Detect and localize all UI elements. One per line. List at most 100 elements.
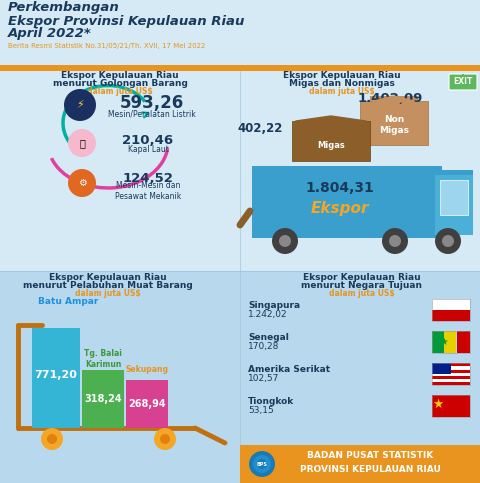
Text: Tiongkok: Tiongkok (248, 398, 294, 407)
Text: April 2022*: April 2022* (8, 28, 92, 41)
Circle shape (441, 235, 453, 247)
Text: menurut Golongan Barang: menurut Golongan Barang (52, 80, 187, 88)
Bar (431, 371, 469, 374)
Bar (0, 445, 480, 483)
Text: Ekspor: Ekspor (310, 200, 369, 215)
Bar (443, 331, 455, 353)
Text: Migas dan Nonmigas: Migas dan Nonmigas (288, 80, 394, 88)
Circle shape (381, 228, 407, 254)
Bar (431, 299, 469, 321)
Bar (431, 363, 469, 374)
Bar (434, 170, 472, 235)
Text: 124,52: 124,52 (122, 172, 173, 185)
Bar (431, 374, 469, 378)
Text: Tg. Balai
Karimun: Tg. Balai Karimun (84, 349, 122, 369)
Bar (0, 65, 480, 71)
Polygon shape (295, 116, 365, 122)
Text: Amerika Serikat: Amerika Serikat (248, 366, 329, 374)
Bar (431, 395, 469, 417)
Bar (369, 96, 417, 101)
Bar (431, 367, 469, 369)
Text: menurut Pelabuhan Muat Barang: menurut Pelabuhan Muat Barang (23, 282, 192, 290)
Text: dalam juta US$: dalam juta US$ (309, 87, 374, 97)
Text: Sekupang: Sekupang (125, 366, 168, 374)
Circle shape (388, 235, 400, 247)
Text: BPS: BPS (256, 461, 267, 467)
Text: 318,24: 318,24 (84, 394, 121, 404)
Text: BADAN PUSAT STATISTIK: BADAN PUSAT STATISTIK (306, 452, 432, 460)
Text: Ekspor Kepulauan Riau: Ekspor Kepulauan Riau (302, 273, 420, 283)
Text: dalam juta US$: dalam juta US$ (75, 289, 141, 298)
Text: dalam juta US$: dalam juta US$ (87, 87, 153, 97)
Circle shape (47, 434, 57, 444)
Circle shape (433, 301, 441, 309)
Bar (431, 331, 469, 353)
Text: Non
Migas: Non Migas (378, 115, 408, 135)
FancyBboxPatch shape (448, 74, 476, 90)
Bar (82, 370, 124, 428)
Bar (431, 372, 469, 376)
Bar (126, 380, 168, 428)
Text: menurut Negara Tujuan: menurut Negara Tujuan (301, 282, 421, 290)
Text: ★: ★ (439, 337, 447, 347)
Bar (0, 0, 480, 65)
Text: Perkembangan: Perkembangan (8, 1, 120, 14)
Bar (431, 363, 450, 374)
Bar (431, 368, 469, 371)
Text: Ekspor Kepulauan Riau: Ekspor Kepulauan Riau (283, 71, 400, 81)
Bar (32, 328, 80, 428)
Bar (0, 445, 240, 483)
Text: 53,15: 53,15 (248, 406, 273, 414)
Text: Batu Ampar: Batu Ampar (38, 298, 98, 307)
Text: PROVINSI KEPULAUAN RIAU: PROVINSI KEPULAUAN RIAU (299, 465, 440, 473)
Text: Ekspor Kepulauan Riau: Ekspor Kepulauan Riau (61, 71, 179, 81)
Text: Kapal Laut: Kapal Laut (127, 144, 168, 154)
Circle shape (68, 169, 96, 197)
Circle shape (68, 129, 96, 157)
Text: 🚢: 🚢 (79, 138, 85, 148)
Text: dalam juta US$: dalam juta US$ (328, 289, 394, 298)
Text: Berita Resmi Statistik No.31/05/21/Th. XVII, 17 Mei 2022: Berita Resmi Statistik No.31/05/21/Th. X… (8, 43, 205, 49)
Bar (431, 395, 469, 417)
Circle shape (154, 428, 176, 450)
Text: 402,22: 402,22 (237, 122, 282, 134)
Circle shape (252, 455, 270, 473)
Text: 1.804,31: 1.804,31 (305, 181, 373, 195)
Bar (0, 71, 480, 271)
Bar (431, 378, 469, 382)
Bar (291, 121, 369, 161)
Circle shape (271, 228, 298, 254)
Bar (0, 271, 480, 445)
Circle shape (256, 459, 266, 469)
Circle shape (249, 451, 275, 477)
Text: 1.402,09: 1.402,09 (357, 91, 422, 104)
Text: 268,94: 268,94 (128, 399, 166, 409)
Bar (431, 379, 469, 382)
Bar (431, 363, 469, 385)
Text: Senegal: Senegal (248, 333, 288, 342)
Text: ⚙: ⚙ (77, 178, 86, 188)
Bar (431, 382, 469, 385)
Bar (431, 369, 469, 372)
Text: ⚡: ⚡ (76, 100, 84, 110)
Text: Migas: Migas (316, 141, 344, 150)
Text: Singapura: Singapura (248, 301, 300, 311)
Text: Ekspor Kepulauan Riau: Ekspor Kepulauan Riau (49, 273, 167, 283)
Text: EXIT: EXIT (452, 77, 472, 86)
Text: 210,46: 210,46 (122, 133, 173, 146)
Bar (431, 364, 469, 368)
Bar (431, 382, 469, 385)
Bar (431, 376, 469, 379)
Bar (431, 363, 469, 367)
Bar (431, 310, 469, 321)
Bar (434, 170, 472, 175)
Circle shape (41, 428, 63, 450)
Text: Ekspor Provinsi Kepulauan Riau: Ekspor Provinsi Kepulauan Riau (8, 14, 244, 28)
Circle shape (434, 228, 460, 254)
Bar (240, 445, 480, 483)
Bar (431, 331, 443, 353)
Text: Mesin/Peralatan Listrik: Mesin/Peralatan Listrik (108, 110, 195, 118)
Circle shape (160, 434, 169, 444)
Text: 593,26: 593,26 (120, 94, 184, 112)
Text: 170,28: 170,28 (248, 341, 279, 351)
